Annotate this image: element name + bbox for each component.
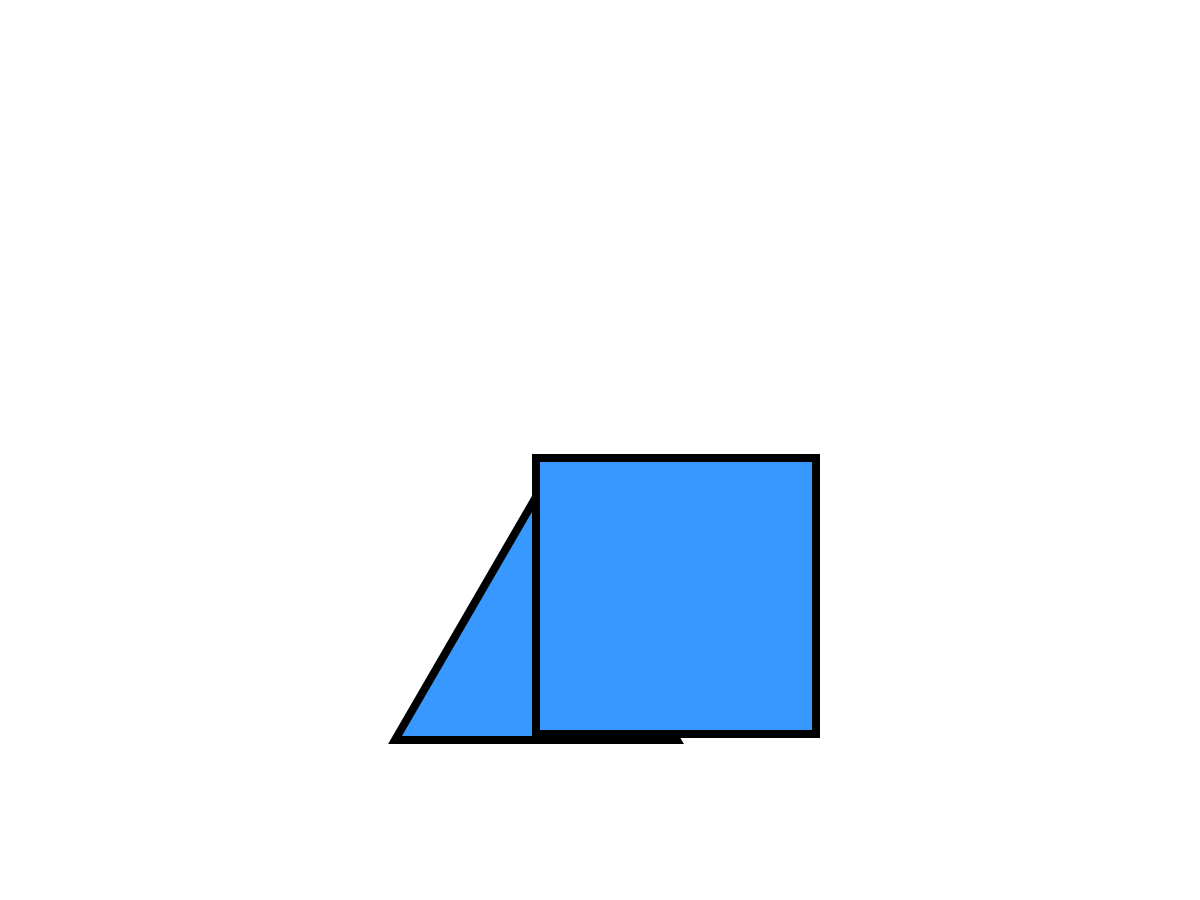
square-shape — [532, 454, 820, 738]
